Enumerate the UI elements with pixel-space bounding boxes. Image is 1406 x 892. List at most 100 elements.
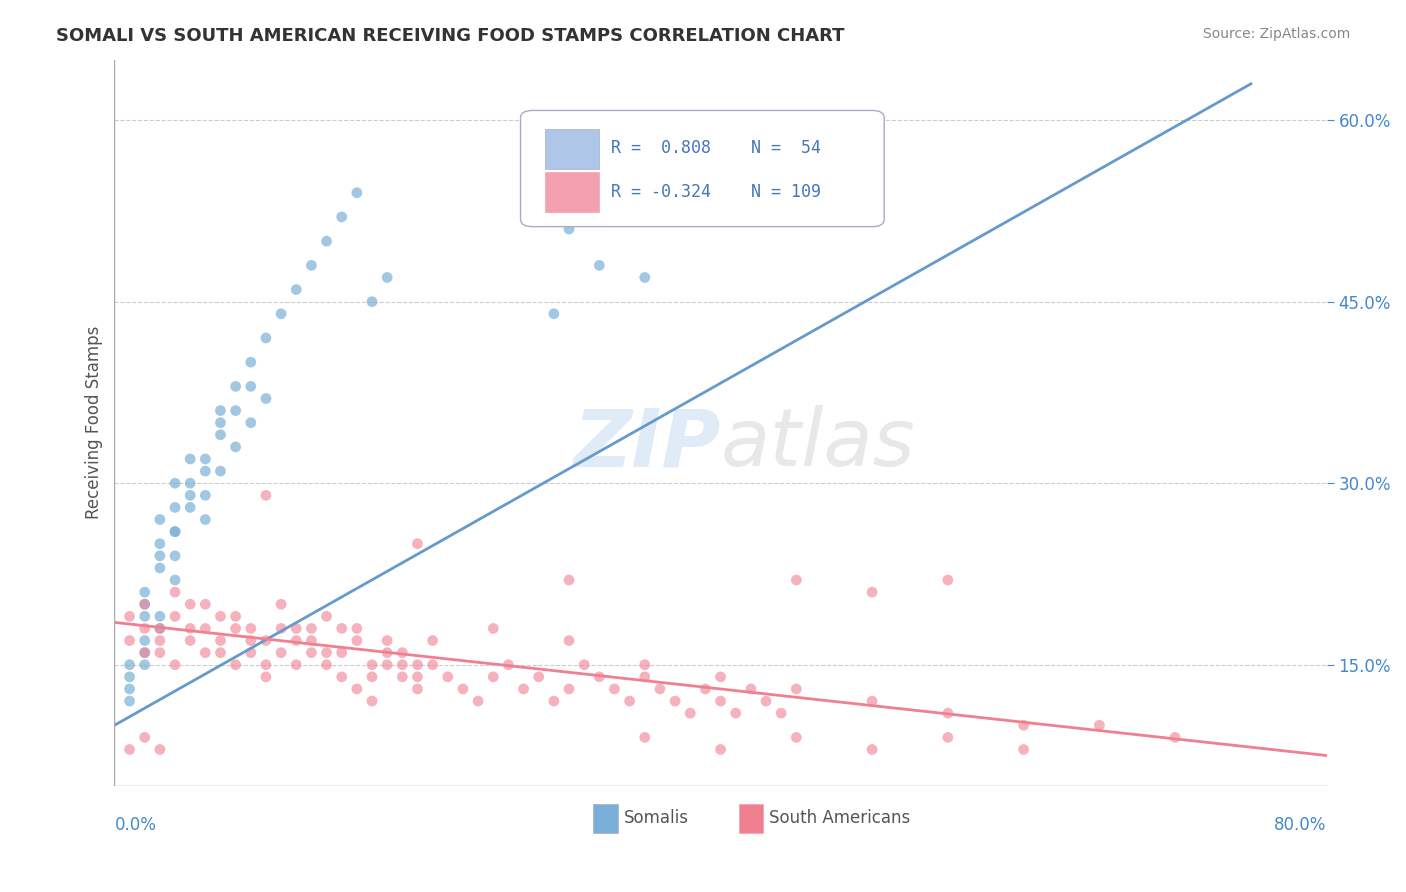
Point [270, 646, 292, 660]
Point [572, 657, 595, 672]
Point [179, 488, 201, 502]
Point [346, 622, 368, 636]
Point [785, 731, 807, 745]
Point [163, 500, 186, 515]
Point [239, 416, 262, 430]
Point [194, 512, 217, 526]
Point [239, 646, 262, 660]
Point [558, 222, 581, 236]
Point [163, 573, 186, 587]
Point [254, 488, 277, 502]
Point [118, 681, 141, 696]
Point [558, 573, 581, 587]
Point [194, 646, 217, 660]
Point [209, 633, 232, 648]
Point [679, 706, 702, 721]
Point [1012, 742, 1035, 756]
Point [755, 694, 778, 708]
Point [225, 609, 247, 624]
Point [527, 670, 550, 684]
Point [724, 706, 747, 721]
Point [299, 633, 322, 648]
Point [543, 694, 565, 708]
Point [936, 573, 959, 587]
Point [315, 234, 337, 248]
Point [1164, 731, 1187, 745]
Point [179, 476, 201, 491]
Point [163, 609, 186, 624]
Point [149, 633, 172, 648]
Point [406, 670, 429, 684]
Point [391, 646, 413, 660]
Point [634, 731, 657, 745]
Text: South Americans: South Americans [769, 809, 910, 828]
Text: Source: ZipAtlas.com: Source: ZipAtlas.com [1202, 27, 1350, 41]
Point [163, 476, 186, 491]
Point [361, 694, 384, 708]
Point [163, 657, 186, 672]
Point [209, 609, 232, 624]
Point [467, 694, 489, 708]
Point [695, 681, 717, 696]
Point [118, 609, 141, 624]
Point [194, 464, 217, 478]
Point [558, 681, 581, 696]
Point [254, 670, 277, 684]
Point [315, 609, 337, 624]
Point [1012, 718, 1035, 732]
Point [588, 670, 610, 684]
Point [860, 585, 883, 599]
Point [391, 657, 413, 672]
Point [634, 270, 657, 285]
Point [149, 622, 172, 636]
Point [709, 742, 731, 756]
Point [936, 706, 959, 721]
Point [770, 706, 793, 721]
Point [558, 633, 581, 648]
Point [163, 524, 186, 539]
Point [209, 464, 232, 478]
Point [346, 186, 368, 200]
Point [149, 561, 172, 575]
Point [346, 681, 368, 696]
Point [285, 283, 308, 297]
Point [134, 646, 156, 660]
Point [118, 742, 141, 756]
FancyBboxPatch shape [544, 128, 599, 169]
Point [225, 657, 247, 672]
Point [451, 681, 474, 696]
Y-axis label: Receiving Food Stamps: Receiving Food Stamps [86, 326, 103, 519]
Point [422, 657, 444, 672]
Point [860, 694, 883, 708]
Point [664, 694, 686, 708]
Point [330, 210, 353, 224]
Point [785, 681, 807, 696]
FancyBboxPatch shape [520, 111, 884, 227]
Point [285, 622, 308, 636]
Point [134, 646, 156, 660]
Point [482, 670, 505, 684]
Text: atlas: atlas [720, 406, 915, 483]
Point [254, 331, 277, 345]
Point [209, 427, 232, 442]
Point [194, 597, 217, 611]
FancyBboxPatch shape [544, 172, 599, 212]
Point [179, 452, 201, 467]
Point [512, 681, 534, 696]
Point [330, 670, 353, 684]
Point [299, 646, 322, 660]
Point [225, 440, 247, 454]
Point [179, 500, 201, 515]
Text: R =  0.808    N =  54: R = 0.808 N = 54 [612, 139, 821, 157]
Point [375, 633, 398, 648]
Point [118, 633, 141, 648]
Point [406, 681, 429, 696]
Point [163, 549, 186, 563]
Point [315, 657, 337, 672]
Point [709, 670, 731, 684]
Text: 80.0%: 80.0% [1274, 816, 1327, 834]
Point [603, 681, 626, 696]
Point [299, 622, 322, 636]
Point [285, 633, 308, 648]
Point [375, 646, 398, 660]
